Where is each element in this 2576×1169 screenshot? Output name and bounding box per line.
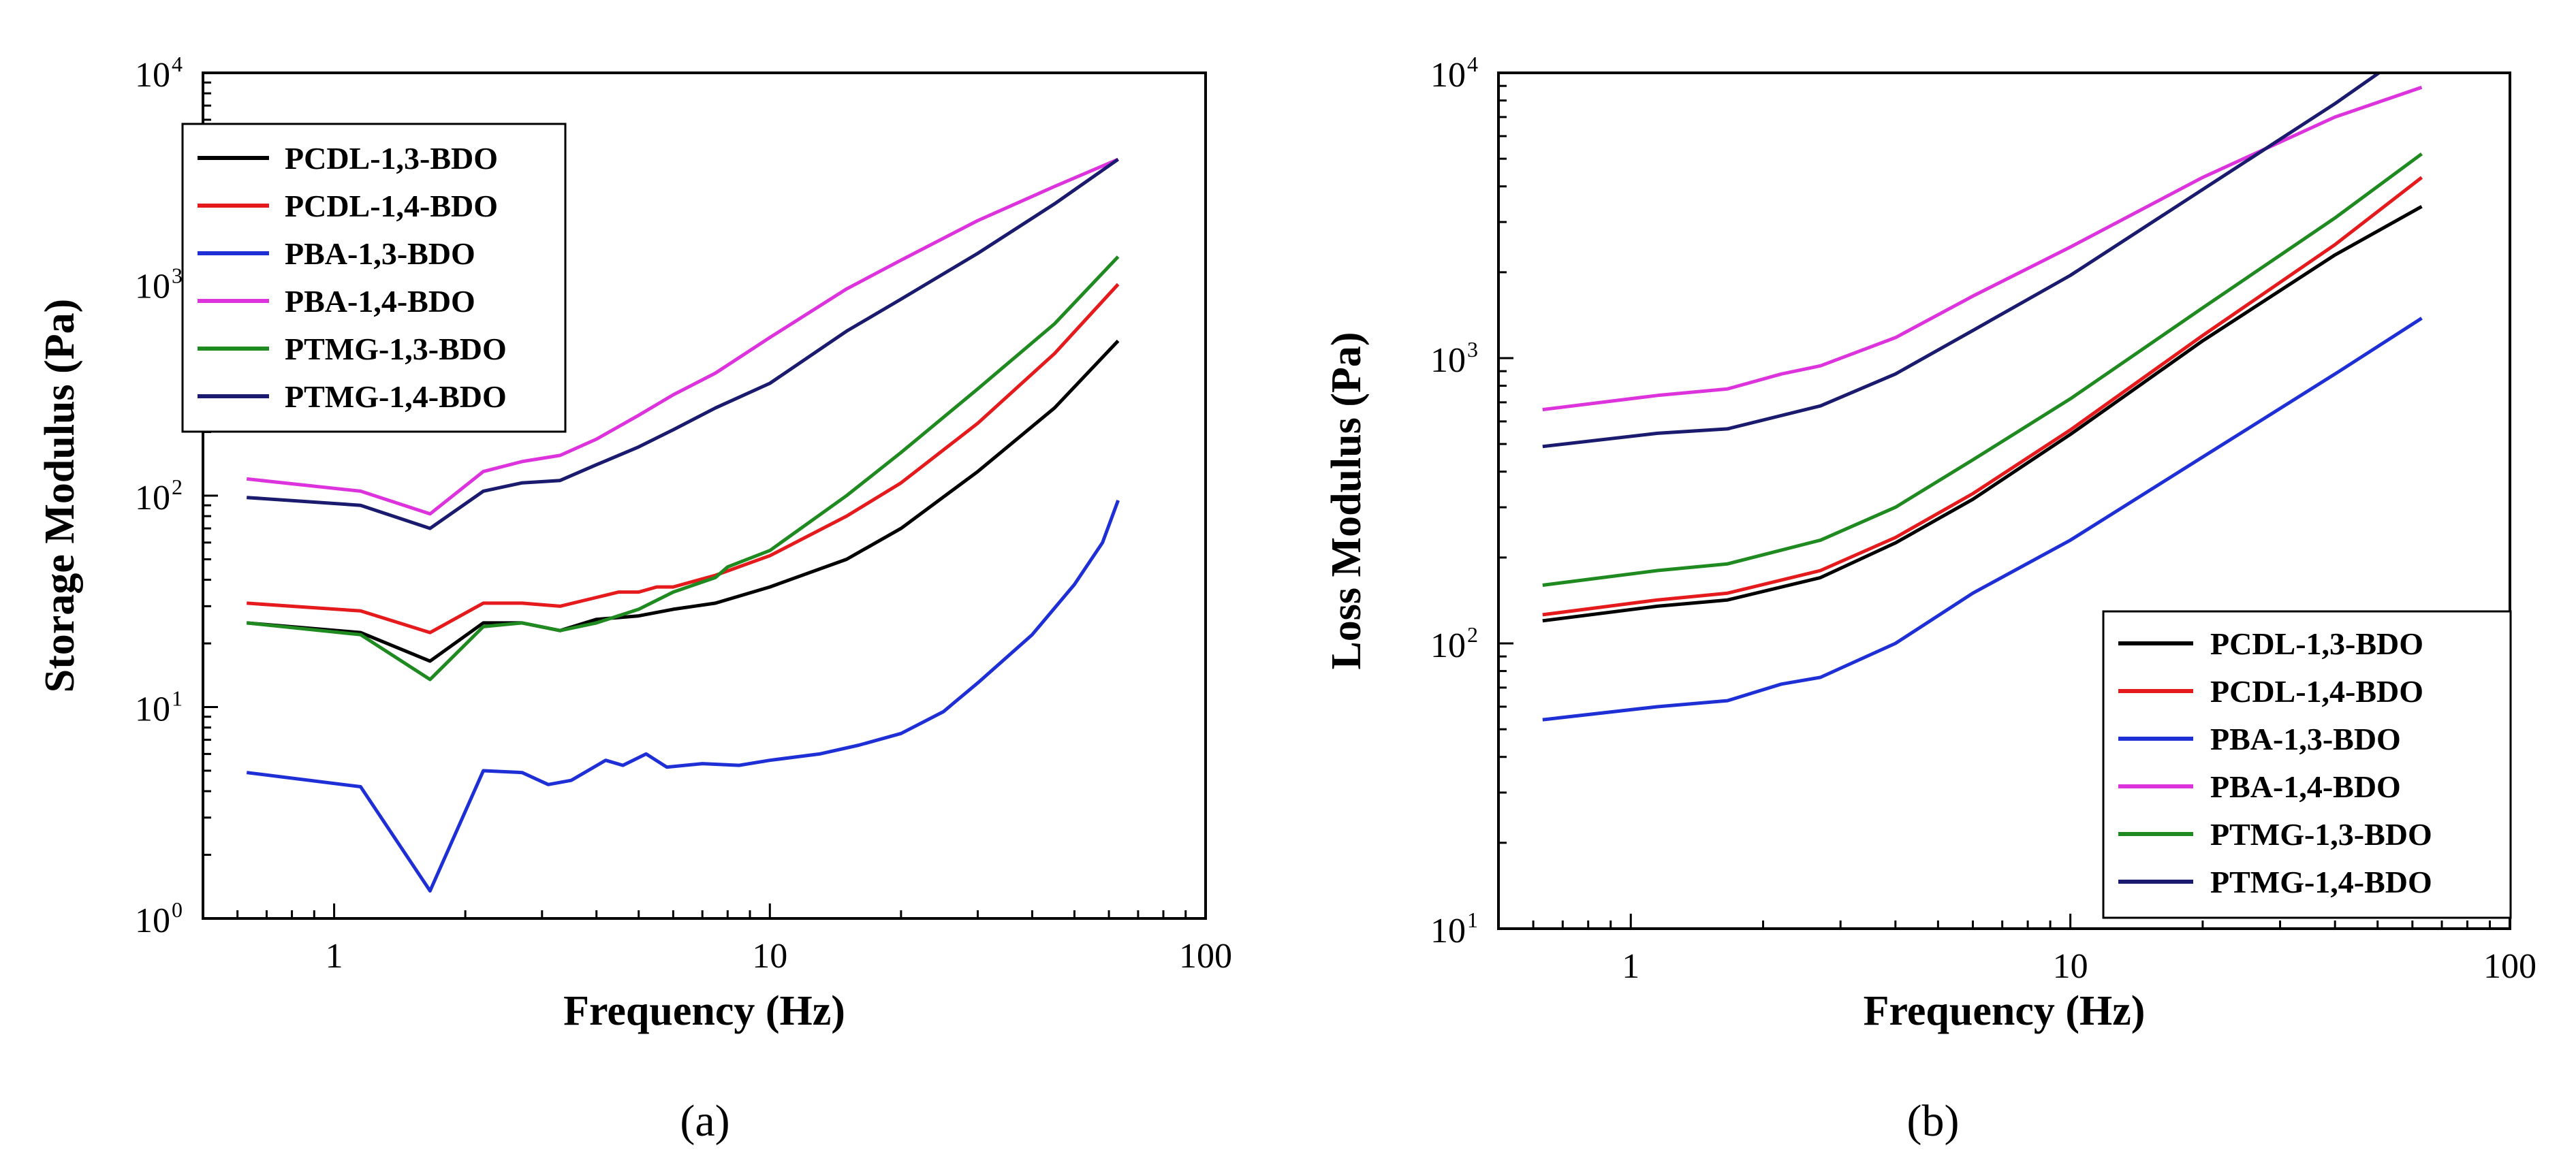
y-tick-exponent: 4	[172, 52, 183, 76]
series-lines	[1542, 73, 2423, 722]
legend-label: PTMG-1,4-BDO	[2210, 865, 2432, 899]
legend-box	[2102, 610, 2512, 919]
x-axis-title: Frequency (Hz)	[1864, 988, 2146, 1034]
series-line-pcdl-1-3-bdo	[246, 339, 1120, 663]
legend-label: PCDL-1,3-BDO	[2210, 626, 2423, 661]
y-tick-label: 10	[135, 56, 170, 95]
series-lines	[246, 157, 1120, 893]
legend: PCDL-1,3-BDO PCDL-1,4-BDO PBA-1,3-BDO PBA-1…	[181, 123, 567, 433]
x-tick-label: 1	[1622, 947, 1639, 986]
x-tick-label: 100	[1179, 937, 1232, 976]
y-tick-exponent: 1	[1467, 908, 1478, 932]
x-tick-label: 100	[2483, 947, 2536, 986]
series-line-pcdl-1-4-bdo	[247, 283, 1120, 635]
y-tick-exponent: 2	[1467, 622, 1478, 647]
series-line-ptmg-1-4-bdo	[247, 157, 1120, 530]
y-tick-label: 10	[1430, 341, 1466, 380]
series-line-pba-1-3-bdo	[1542, 317, 2423, 722]
y-tick-label: 10	[1430, 912, 1466, 950]
y-tick-exponent: 0	[172, 897, 183, 922]
x-tick-label: 1	[326, 937, 343, 976]
y-tick-exponent: 3	[1467, 337, 1478, 362]
series-line-pba-1-3-bdo	[246, 500, 1120, 893]
y-tick-label: 10	[135, 268, 170, 306]
legend-label: PBA-1,4-BDO	[285, 284, 475, 319]
y-axis-title: Loss Modulus (Pa)	[1323, 332, 1370, 669]
y-tick-label: 10	[135, 690, 170, 729]
y-tick-exponent: 1	[172, 686, 183, 711]
series-line-ptmg-1-3-bdo	[246, 255, 1120, 682]
panel-label: (a)	[680, 1096, 729, 1146]
y-tick-exponent: 4	[1467, 52, 1478, 76]
y-tick-label: 10	[135, 479, 170, 517]
legend-label: PBA-1,3-BDO	[285, 236, 475, 271]
legend-label: PBA-1,4-BDO	[2210, 769, 2401, 804]
legend-label: PTMG-1,3-BDO	[285, 332, 507, 366]
legend-label: PBA-1,3-BDO	[2210, 722, 2401, 756]
legend-label: PTMG-1,4-BDO	[285, 379, 507, 414]
x-tick-label: 10	[2053, 947, 2088, 986]
series-line-pcdl-1-4-bdo	[1542, 176, 2423, 617]
legend-label: PCDL-1,4-BDO	[2210, 674, 2423, 709]
series-line-pba-1-4-bdo	[1542, 85, 2423, 412]
x-tick-label: 10	[752, 937, 787, 976]
y-tick-exponent: 3	[172, 263, 183, 288]
legend-label: PTMG-1,3-BDO	[2210, 817, 2432, 852]
y-tick-label: 10	[135, 901, 170, 940]
x-axis-title: Frequency (Hz)	[563, 988, 845, 1034]
legend-label: PCDL-1,4-BDO	[285, 189, 498, 223]
y-tick-exponent: 2	[172, 475, 183, 499]
panel-label: (b)	[1907, 1096, 1960, 1146]
legend-box	[181, 123, 567, 433]
y-tick-label: 10	[1430, 626, 1466, 665]
plot-frame	[202, 71, 1207, 920]
series-line-ptmg-1-4-bdo	[1542, 73, 2383, 449]
series-line-pcdl-1-3-bdo	[1542, 205, 2423, 623]
y-axis-title: Storage Modulus (Pa)	[37, 299, 83, 693]
y-tick-label: 10	[1430, 56, 1466, 95]
legend: PCDL-1,3-BDO PCDL-1,4-BDO PBA-1,3-BDO PBA-1…	[2102, 610, 2512, 919]
legend-label: PCDL-1,3-BDO	[285, 141, 498, 176]
series-line-pba-1-4-bdo	[246, 157, 1119, 516]
series-line-ptmg-1-3-bdo	[1542, 152, 2423, 587]
plot-frame	[1497, 71, 2511, 930]
